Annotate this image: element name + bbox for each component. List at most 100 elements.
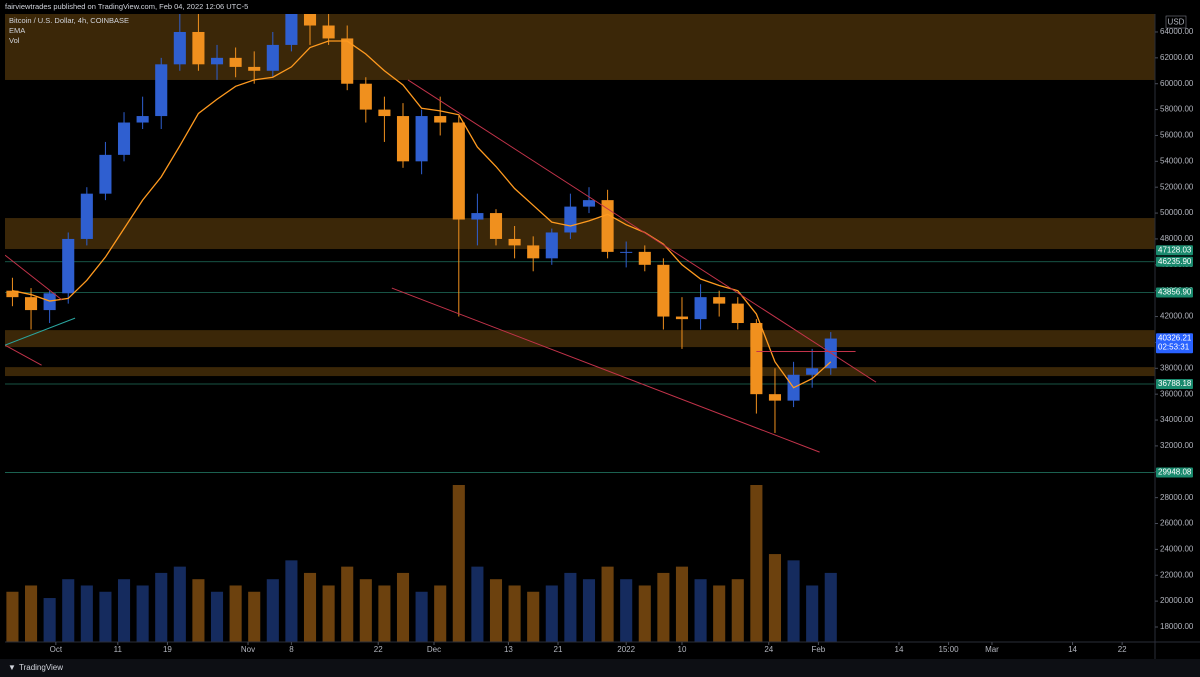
volume-bar (155, 572, 168, 642)
y-tick-label: 26000.00 (1160, 519, 1194, 528)
zone (5, 367, 1155, 377)
volume-bar (322, 585, 335, 642)
candle-body (192, 31, 205, 65)
candle-body (601, 200, 614, 252)
volume-bar (824, 572, 837, 642)
candle-body (508, 238, 521, 246)
trendline (5, 344, 42, 366)
volume-bar (806, 585, 819, 642)
y-tick-label: 42000.00 (1160, 312, 1194, 321)
candle-body (136, 116, 149, 123)
volume-bar (378, 585, 391, 642)
volume-bar (210, 591, 224, 642)
price-tag-label: 46235.90 (1158, 257, 1192, 266)
candle-body (434, 116, 447, 123)
candle-body (452, 122, 465, 220)
candle-body (527, 245, 540, 259)
x-tick-label: 22 (374, 645, 383, 654)
volume-bar (638, 585, 651, 642)
volume-bar (601, 566, 614, 642)
footer-bar (0, 659, 1200, 677)
price-tag (1156, 245, 1193, 256)
trendline (5, 254, 63, 301)
candle-body (675, 316, 689, 320)
volume-bar (545, 585, 558, 642)
trendline (5, 317, 76, 346)
y-tick-label: 58000.00 (1160, 105, 1194, 114)
candle-body (582, 200, 596, 207)
x-tick-label: 24 (764, 645, 773, 654)
candle-body (694, 297, 707, 320)
zone (5, 330, 1155, 348)
volume-bar (266, 579, 279, 642)
volume-bar (415, 591, 428, 642)
price-tag (1156, 287, 1193, 298)
candle-body (6, 290, 19, 298)
candle-body (173, 31, 186, 65)
trendline (391, 287, 820, 453)
x-tick-label: 11 (114, 645, 123, 654)
x-tick-label: 10 (678, 645, 687, 654)
x-tick-label: 14 (1068, 645, 1077, 654)
candle-body (731, 303, 744, 324)
price-tag-label: 36788.18 (1158, 379, 1192, 388)
candle-body (713, 297, 726, 304)
candle-body (266, 44, 279, 71)
volume-bar (434, 585, 447, 642)
y-tick-label: 38000.00 (1160, 363, 1194, 372)
price-tag (1156, 378, 1193, 389)
x-tick-label: 2022 (617, 645, 635, 654)
ema-line (12, 40, 832, 389)
y-tick-label: 18000.00 (1160, 622, 1194, 631)
volume-bar (43, 598, 56, 642)
volume-bar (564, 572, 577, 642)
volume-bar (713, 585, 726, 642)
footer-logo: ▼ (8, 663, 16, 672)
volume-bar (508, 585, 521, 642)
candle-body (396, 116, 410, 162)
y-tick-label: 34000.00 (1160, 415, 1194, 424)
currency: USD (1168, 18, 1185, 27)
volume-bar (731, 579, 744, 642)
candle-body (620, 251, 633, 253)
volume-bar (657, 572, 670, 642)
candle-body (322, 25, 335, 39)
price-tag (1156, 333, 1193, 354)
volume-bar (248, 591, 261, 642)
volume-bar (99, 591, 112, 642)
volume-bar (62, 579, 75, 642)
chart-title: Bitcoin / U.S. Dollar, 4h, COINBASE (9, 16, 129, 25)
candle-body (62, 238, 75, 294)
volume-bar (173, 566, 186, 642)
price-tag (1156, 467, 1193, 478)
candle-body (285, 14, 298, 45)
x-tick-label: Dec (427, 645, 441, 654)
currency-box (1165, 15, 1187, 29)
y-tick-label: 28000.00 (1160, 493, 1194, 502)
candle-body (471, 213, 484, 220)
candle-body (378, 109, 391, 117)
candle-body (229, 57, 242, 67)
candle-body (80, 193, 93, 239)
candle-body (806, 368, 819, 375)
price-tag-label: 43856.90 (1158, 288, 1192, 297)
x-tick-label: 22 (1118, 645, 1127, 654)
y-tick-label: 20000.00 (1160, 596, 1194, 605)
volume-bar (229, 585, 242, 642)
y-tick-label: 64000.00 (1160, 27, 1194, 36)
volume-bar (359, 579, 372, 642)
y-tick-label: 22000.00 (1160, 570, 1194, 579)
price-tag-label: 40326.21 (1158, 333, 1192, 342)
indicator: Vol (9, 36, 20, 45)
y-tick-label: 62000.00 (1160, 53, 1194, 62)
y-tick-label: 56000.00 (1160, 131, 1194, 140)
x-tick-label: 19 (163, 645, 172, 654)
y-tick-label: 36000.00 (1160, 389, 1194, 398)
volume-bar (675, 566, 689, 642)
y-tick-label: 32000.00 (1160, 441, 1194, 450)
candle-body (768, 394, 782, 401)
candle-body (545, 232, 558, 259)
volume-bar (6, 591, 19, 642)
volume-bar (341, 566, 354, 642)
